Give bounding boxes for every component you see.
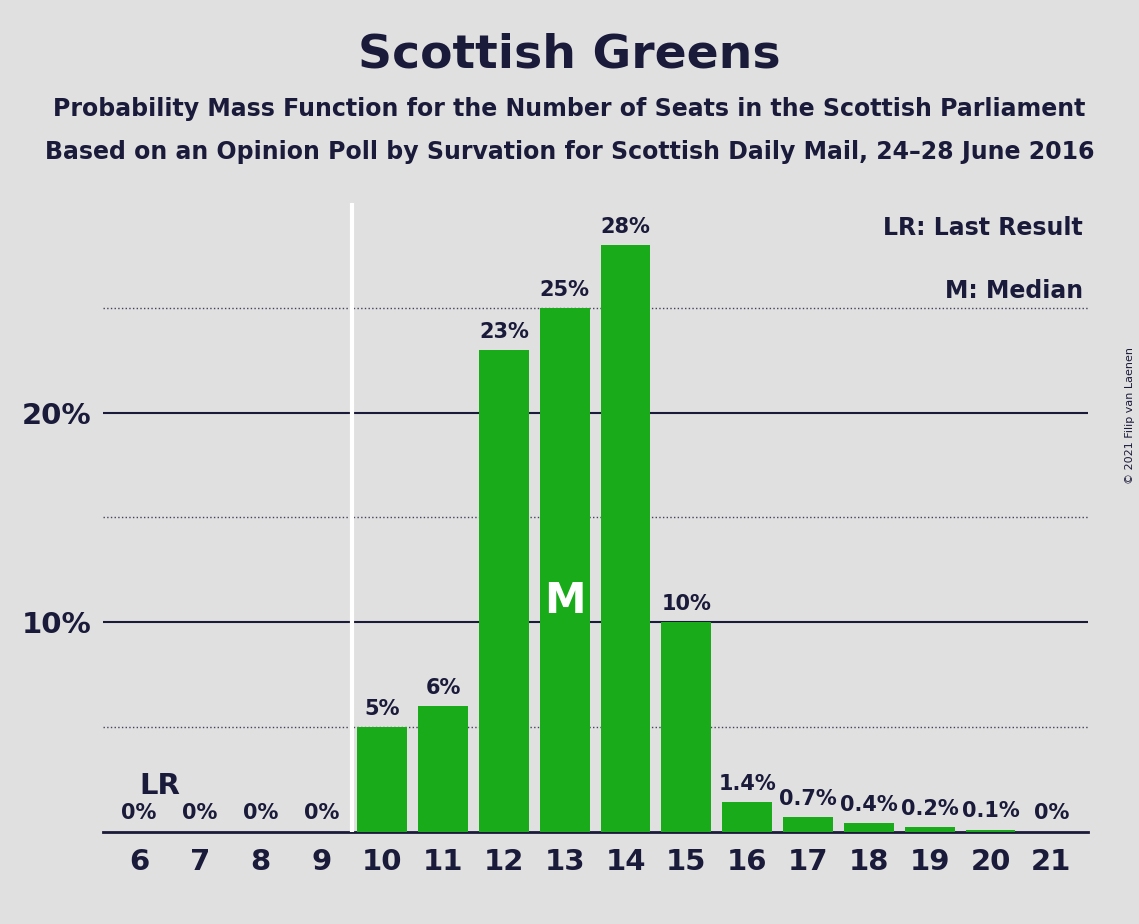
Text: 1.4%: 1.4% [719,774,776,794]
Text: Based on an Opinion Poll by Survation for Scottish Daily Mail, 24–28 June 2016: Based on an Opinion Poll by Survation fo… [44,140,1095,164]
Text: M: Median: M: Median [944,279,1083,303]
Text: 28%: 28% [600,217,650,237]
Text: LR: LR [139,772,180,800]
Text: Scottish Greens: Scottish Greens [358,32,781,78]
Bar [358,727,408,832]
Text: © 2021 Filip van Laenen: © 2021 Filip van Laenen [1125,347,1134,484]
Text: Probability Mass Function for the Number of Seats in the Scottish Parliament: Probability Mass Function for the Number… [54,97,1085,121]
Text: 0%: 0% [122,803,157,823]
Text: 0.1%: 0.1% [961,801,1019,821]
Text: 10%: 10% [662,594,711,614]
Text: 5%: 5% [364,699,400,719]
Bar [418,706,468,832]
Bar [480,350,528,832]
Bar [600,245,650,832]
Text: 6%: 6% [425,677,461,698]
Bar [782,817,833,832]
Text: 0%: 0% [243,803,278,823]
Bar [904,827,954,832]
Bar [844,823,894,832]
Text: LR: Last Result: LR: Last Result [883,216,1083,240]
Text: 0.7%: 0.7% [779,788,837,808]
Text: 0.2%: 0.2% [901,799,959,819]
Bar [662,622,711,832]
Text: 23%: 23% [480,322,528,342]
Text: 0%: 0% [1033,803,1068,823]
Text: 0%: 0% [182,803,218,823]
Bar [540,308,590,832]
Text: 25%: 25% [540,280,590,299]
Text: M: M [544,580,585,622]
Bar [722,802,772,832]
Bar [966,830,1015,832]
Text: 0.4%: 0.4% [839,795,898,815]
Text: 0%: 0% [304,803,339,823]
